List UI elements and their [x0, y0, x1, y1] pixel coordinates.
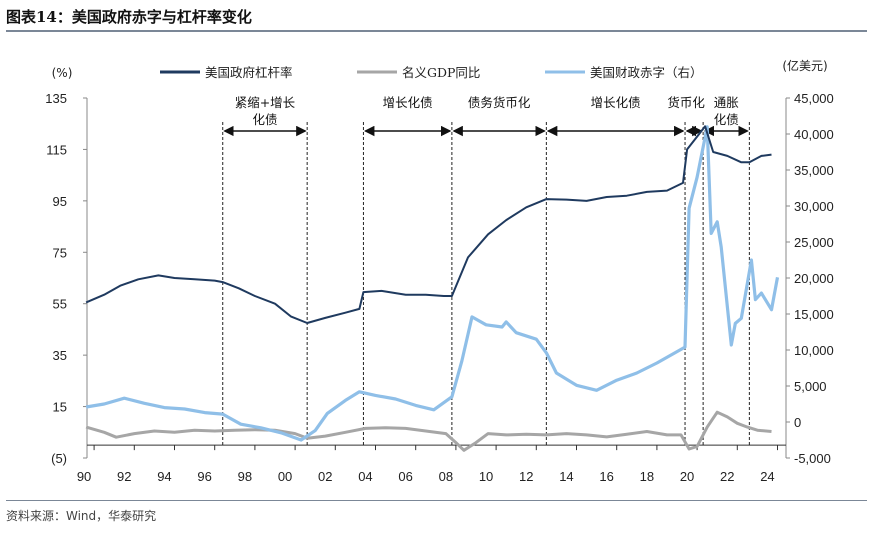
right-unit-label: (亿美元): [782, 58, 827, 73]
legend-label: 美国财政赤字（右）: [590, 65, 703, 80]
left-tick-label: 135: [45, 91, 67, 106]
x-tick-label: 00: [278, 469, 292, 484]
right-tick-label: 15,000: [794, 307, 834, 322]
left-tick-label: 15: [53, 400, 67, 415]
right-tick-label: 25,000: [794, 235, 834, 250]
left-tick-label: 95: [53, 194, 67, 209]
right-tick-label: 5,000: [794, 379, 827, 394]
source-divider: [6, 500, 867, 501]
x-tick-label: 90: [77, 469, 91, 484]
x-tick-label: 22: [720, 469, 734, 484]
right-tick-label: -5,000: [794, 451, 831, 466]
x-tick-label: 02: [318, 469, 332, 484]
right-tick-label: 30,000: [794, 199, 834, 214]
right-tick-label: 35,000: [794, 163, 834, 178]
x-tick-label: 16: [599, 469, 613, 484]
x-tick-label: 14: [559, 469, 573, 484]
left-tick-label: 115: [46, 142, 67, 157]
left-tick-label: 35: [53, 348, 67, 363]
source-note: 资料来源：Wind，华泰研究: [6, 509, 157, 523]
period-label: 通胀化债: [714, 95, 740, 127]
x-tick-label: 20: [680, 469, 694, 484]
period-label: 债务货币化: [468, 95, 531, 110]
x-tick-label: 06: [398, 469, 412, 484]
left-tick-label: 55: [53, 297, 67, 312]
series-line-1: [85, 125, 772, 324]
figure-title: 图表14：美国政府赤字与杠杆率变化: [6, 8, 252, 26]
x-tick-label: 98: [238, 469, 252, 484]
period-label: 紧缩+增长化债: [235, 95, 296, 127]
right-tick-label: 10,000: [794, 343, 834, 358]
x-tick-label: 24: [760, 469, 774, 484]
period-label: 增长化债: [383, 95, 433, 110]
period-label: 增长化债: [591, 95, 641, 110]
series-line-3: [85, 125, 780, 442]
left-tick-label: (5): [51, 451, 67, 466]
right-tick-label: 40,000: [794, 127, 834, 142]
series-line-2: [85, 410, 772, 452]
period-label: 货币化: [667, 95, 705, 110]
x-tick-label: 94: [157, 469, 171, 484]
right-tick-label: 20,000: [794, 271, 834, 286]
x-tick-label: 92: [117, 469, 131, 484]
left-unit-label: (%): [52, 66, 73, 80]
x-tick-label: 10: [479, 469, 493, 484]
x-tick-label: 04: [358, 469, 372, 484]
right-tick-label: 0: [794, 415, 801, 430]
x-tick-label: 12: [519, 469, 533, 484]
legend-label: 美国政府杠杆率: [205, 65, 293, 80]
x-tick-label: 08: [439, 469, 453, 484]
right-tick-label: 45,000: [794, 91, 834, 106]
x-tick-label: 96: [197, 469, 211, 484]
legend-label: 名义GDP同比: [402, 65, 480, 80]
x-tick-label: 18: [640, 469, 654, 484]
left-tick-label: 75: [53, 245, 67, 260]
title-divider: [6, 30, 867, 32]
